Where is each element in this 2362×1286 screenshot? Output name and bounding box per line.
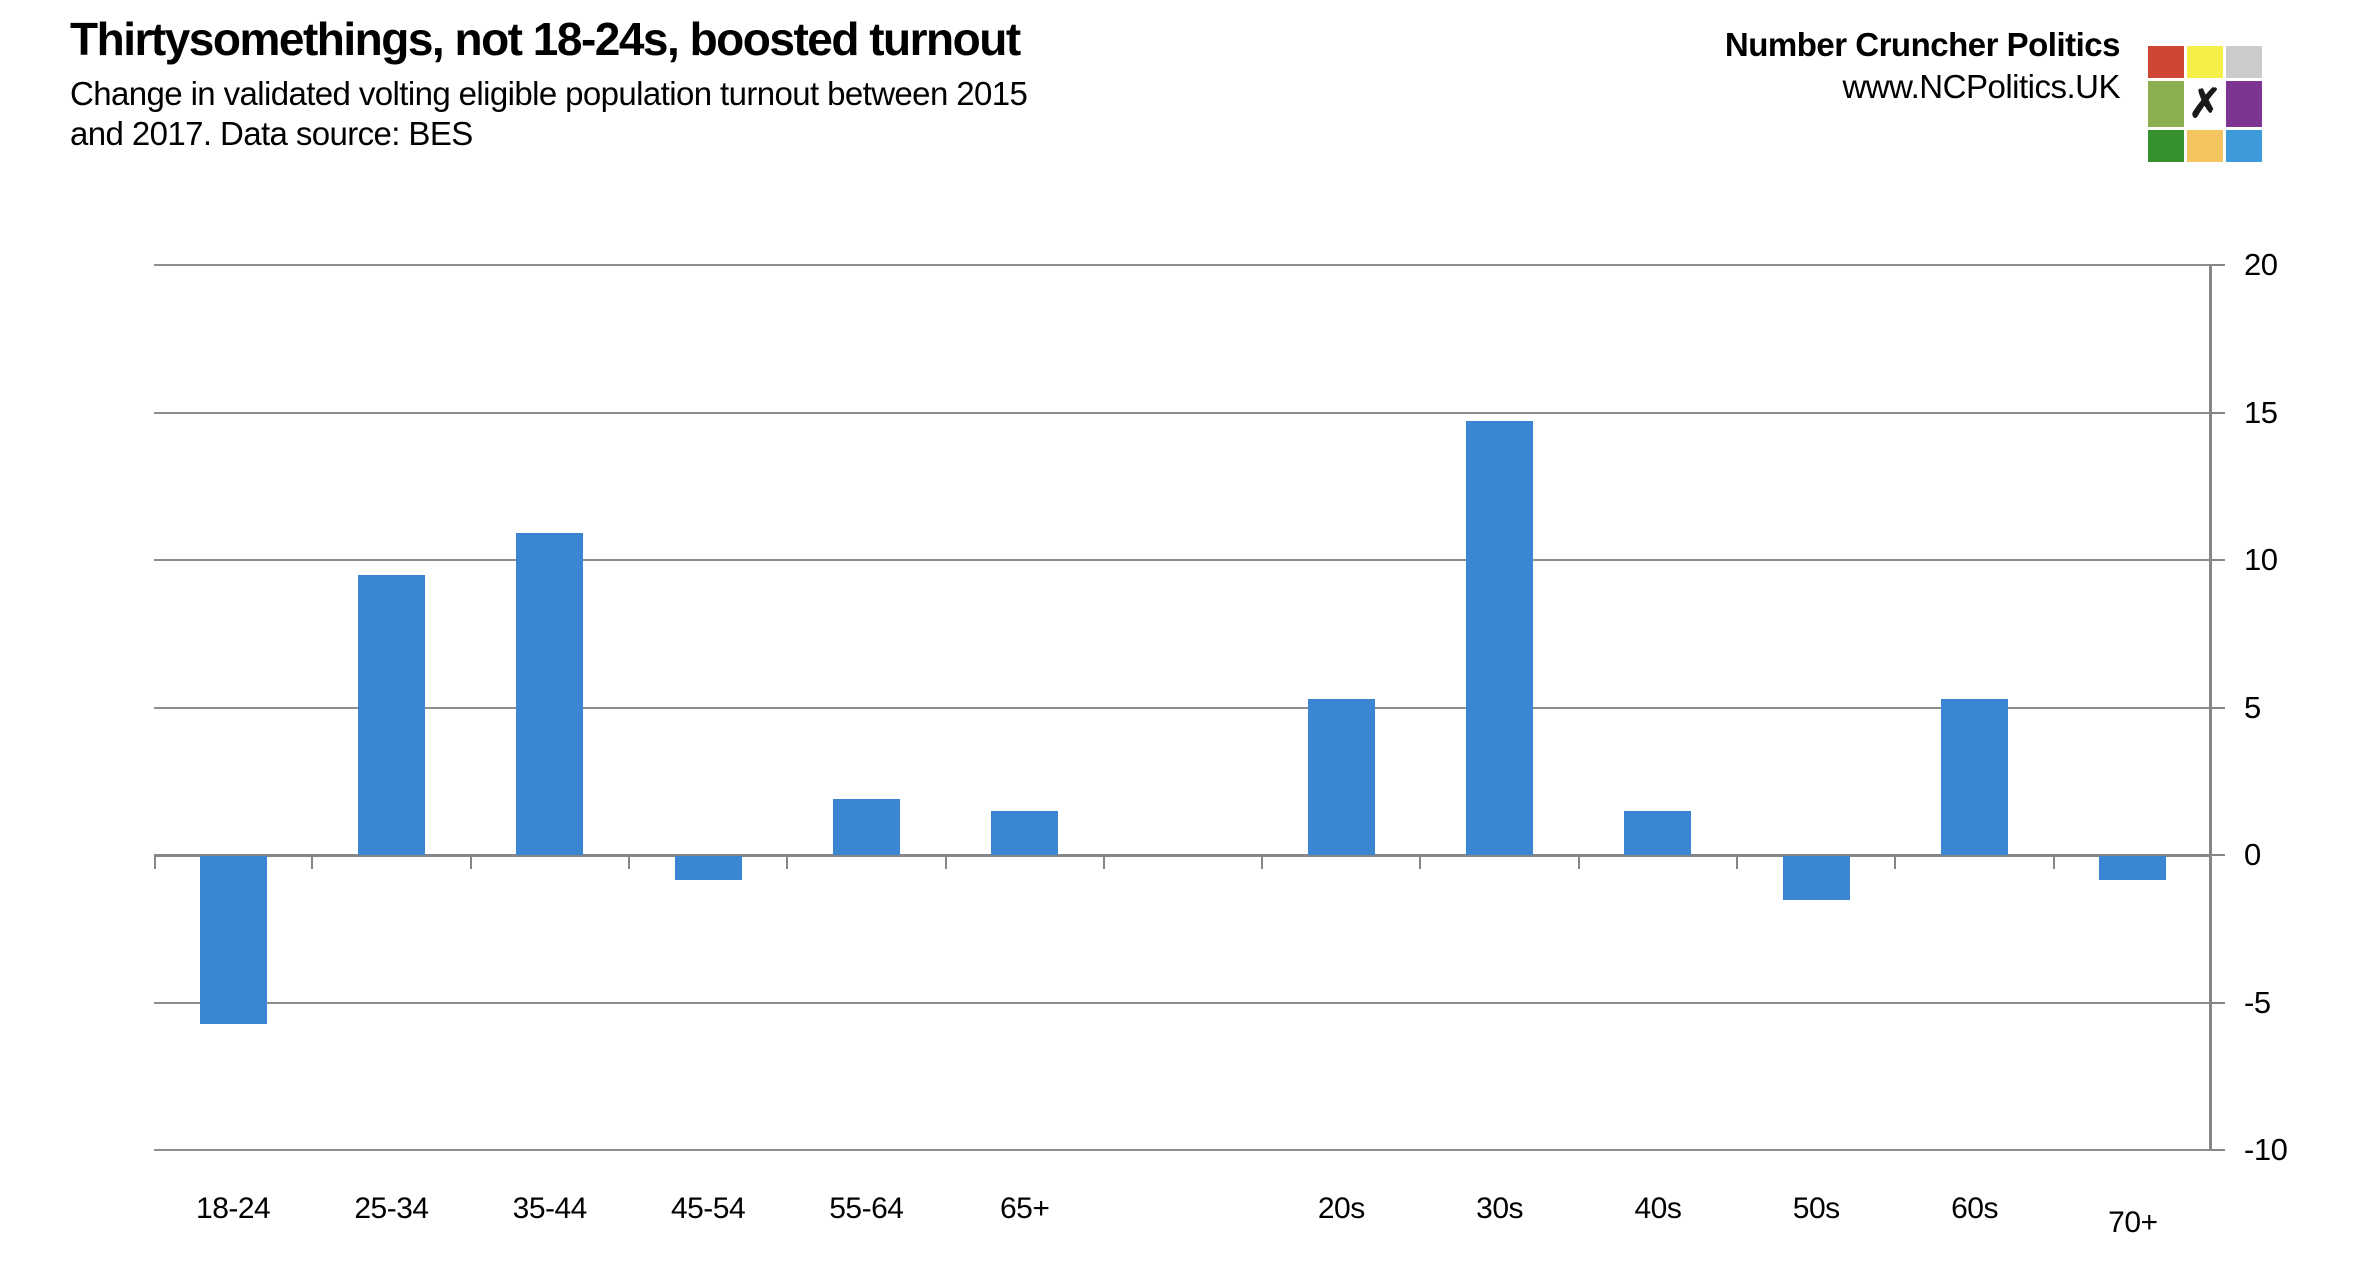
bar-20s xyxy=(1307,698,1375,855)
chart-title: Thirtysomethings, not 18-24s, boosted tu… xyxy=(70,13,1021,65)
gridline xyxy=(154,559,2212,561)
x-axis-tick xyxy=(154,854,156,869)
x-axis-tick xyxy=(1261,854,1264,869)
bar-60s xyxy=(1941,698,2009,855)
x-tick-label: 55-64 xyxy=(829,1192,904,1225)
bar-25-34 xyxy=(357,574,425,855)
x-tick-label: 25-34 xyxy=(354,1192,429,1225)
x-axis-tick xyxy=(1894,854,1897,869)
x-axis-tick xyxy=(1102,854,1105,869)
logo-cell xyxy=(2187,46,2223,78)
gridline xyxy=(154,1001,2212,1004)
chart-subtitle-line1: Change in validated volting eligible pop… xyxy=(70,75,1028,112)
x-tick-label: 50s xyxy=(1792,1192,1840,1225)
brand-block: Number Cruncher Politics www.NCPolitics.… xyxy=(1724,24,2121,108)
y-tick-label: 0 xyxy=(2244,837,2261,872)
logo-cell xyxy=(2226,46,2262,78)
x-axis-tick xyxy=(2210,854,2212,869)
x-axis-tick xyxy=(944,854,947,869)
x-axis-tick xyxy=(311,854,314,869)
chart-subtitle: Change in validated volting eligible pop… xyxy=(70,74,1028,154)
gridline xyxy=(154,411,2212,414)
bar-55-64 xyxy=(832,798,900,855)
x-tick-label: 60s xyxy=(1951,1192,1998,1225)
y-axis-tick xyxy=(2212,854,2225,856)
bar-35-44 xyxy=(516,533,584,855)
y-tick-label: 20 xyxy=(2244,247,2278,282)
x-tick-label: 30s xyxy=(1476,1192,1524,1225)
bar-70- xyxy=(2099,856,2167,880)
x-axis-line xyxy=(154,854,2212,857)
x-axis-tick xyxy=(469,854,472,869)
x-tick-label: 18-24 xyxy=(196,1192,271,1225)
y-axis-line xyxy=(2209,265,2212,1150)
bar-18-24 xyxy=(199,856,267,1025)
bar-45-54 xyxy=(674,856,742,880)
y-tick-label: -10 xyxy=(2244,1132,2288,1167)
y-tick-label: 15 xyxy=(2244,394,2278,430)
ncp-logo: ✗ xyxy=(2148,46,2262,162)
x-tick-label: 20s xyxy=(1317,1192,1365,1225)
x-axis-tick xyxy=(1736,854,1739,869)
y-axis-tick xyxy=(2212,706,2225,709)
x-axis-tick xyxy=(786,854,789,869)
gridline xyxy=(154,706,2212,709)
plot-area xyxy=(154,264,2225,1151)
logo-cell xyxy=(2148,81,2184,127)
chart-subtitle-line2: and 2017. Data source: BES xyxy=(70,115,473,152)
x-axis-tick xyxy=(1419,854,1422,869)
logo-cell xyxy=(2148,46,2184,78)
y-tick-label: 5 xyxy=(2244,689,2261,725)
x-axis-tick xyxy=(1577,854,1580,869)
x-tick-label: 65+ xyxy=(999,1192,1050,1225)
x-tick-label: 70+ xyxy=(2108,1206,2158,1239)
logo-cell xyxy=(2226,81,2262,127)
brand-url: www.NCPolitics.UK xyxy=(1842,68,2120,105)
x-tick-label: 35-44 xyxy=(512,1192,588,1225)
y-axis-tick xyxy=(2212,264,2225,266)
brand-name: Number Cruncher Politics xyxy=(1724,26,2121,63)
logo-cell xyxy=(2148,130,2184,162)
y-axis-tick xyxy=(2212,559,2225,561)
x-axis-tick xyxy=(2052,854,2055,869)
gridline xyxy=(154,1149,2212,1151)
y-tick-label: 10 xyxy=(2244,542,2278,577)
logo-cell xyxy=(2187,130,2223,162)
y-axis-tick xyxy=(2212,1149,2225,1151)
bar-40s xyxy=(1624,810,1692,855)
y-axis-tick xyxy=(2212,411,2225,414)
x-tick-label: 40s xyxy=(1634,1192,1682,1225)
bar-65- xyxy=(991,810,1059,855)
logo-cell xyxy=(2226,130,2262,162)
x-axis-tick xyxy=(627,854,630,869)
y-tick-label: -5 xyxy=(2244,984,2271,1020)
y-axis-tick xyxy=(2212,1001,2225,1004)
bar-50s xyxy=(1782,856,1850,901)
bar-30s xyxy=(1466,421,1534,855)
gridline xyxy=(154,264,2212,266)
x-tick-label: 45-54 xyxy=(670,1192,746,1225)
logo-x-icon: ✗ xyxy=(2187,81,2223,127)
